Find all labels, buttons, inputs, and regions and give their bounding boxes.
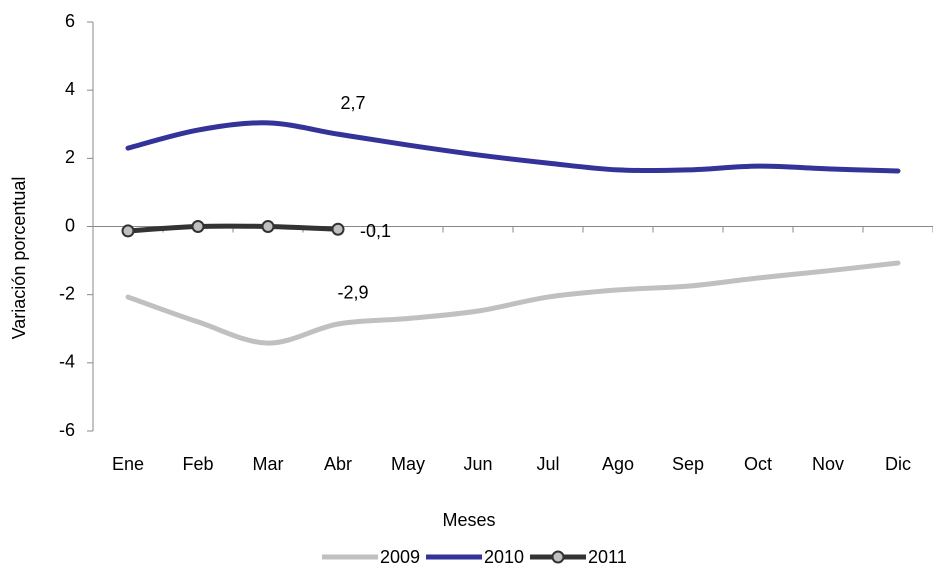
series-line bbox=[125, 223, 341, 234]
x-tick-label: Abr bbox=[324, 454, 352, 474]
marker bbox=[331, 222, 345, 236]
legend-label: 2011 bbox=[588, 547, 627, 567]
y-tick-label: -6 bbox=[59, 420, 75, 440]
legend-marker bbox=[551, 550, 565, 564]
x-tick-label: Nov bbox=[812, 454, 844, 474]
y-tick-label: 0 bbox=[65, 215, 75, 235]
x-tick-label: Mar bbox=[253, 454, 284, 474]
y-tick-label: -2 bbox=[59, 283, 75, 303]
data-label: 2,7 bbox=[340, 93, 365, 113]
y-tick-label: -4 bbox=[59, 352, 75, 372]
legend-label: 2009 bbox=[380, 547, 420, 567]
marker bbox=[261, 220, 275, 233]
marker bbox=[191, 220, 205, 233]
x-tick-label: Dic bbox=[885, 454, 911, 474]
x-tick-label: Ago bbox=[602, 454, 634, 474]
y-axis-title: Variación porcentual bbox=[9, 177, 29, 340]
x-axis-title: Meses bbox=[442, 510, 495, 530]
series-line bbox=[125, 260, 901, 346]
data-label: -2,9 bbox=[337, 283, 368, 303]
y-tick-label: 2 bbox=[65, 147, 75, 167]
x-tick-label: Jun bbox=[463, 454, 492, 474]
data-label: -0,1 bbox=[360, 221, 391, 241]
legend-label: 2010 bbox=[484, 547, 524, 567]
marker bbox=[121, 224, 135, 238]
x-tick-label: Sep bbox=[672, 454, 704, 474]
y-tick-label: 6 bbox=[65, 11, 75, 31]
series-line bbox=[125, 120, 901, 174]
x-tick-label: Oct bbox=[744, 454, 772, 474]
x-tick-label: May bbox=[391, 454, 425, 474]
x-tick-label: Ene bbox=[112, 454, 144, 474]
y-tick-label: 4 bbox=[65, 79, 75, 99]
x-tick-label: Feb bbox=[182, 454, 213, 474]
x-tick-label: Jul bbox=[536, 454, 559, 474]
